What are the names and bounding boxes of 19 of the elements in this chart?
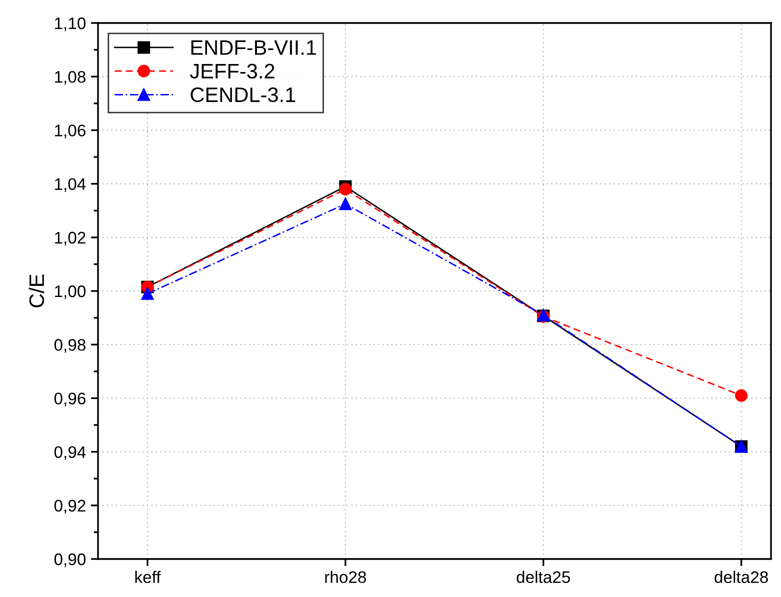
x-tick-label: delta25 <box>516 570 570 584</box>
y-tick-label: 1,10 <box>55 17 86 32</box>
legend-label: ENDF-B-VII.1 <box>191 40 316 55</box>
legend-label: JEFF-3.2 <box>190 64 274 79</box>
y-tick-label: 1,00 <box>55 285 86 300</box>
y-tick-label: 1,06 <box>55 124 86 138</box>
y-tick-label: 0,98 <box>54 339 86 353</box>
y-tick-label: 1,02 <box>55 232 86 246</box>
y-tick-label: 0,94 <box>54 446 86 460</box>
x-tick-label: delta28 <box>714 570 768 584</box>
y-tick-label: 0,90 <box>54 553 86 568</box>
y-tick-label: 0,92 <box>54 500 86 514</box>
y-axis-title: C/E <box>28 274 44 308</box>
legend-label: CENDL-3.1 <box>190 87 296 102</box>
y-tick-label: 1,08 <box>55 71 86 85</box>
y-tick-label: 0,96 <box>54 392 86 406</box>
x-tick-label: rho28 <box>325 570 366 584</box>
x-tick-label: keff <box>135 570 161 584</box>
y-tick-label: 1,04 <box>55 178 86 192</box>
